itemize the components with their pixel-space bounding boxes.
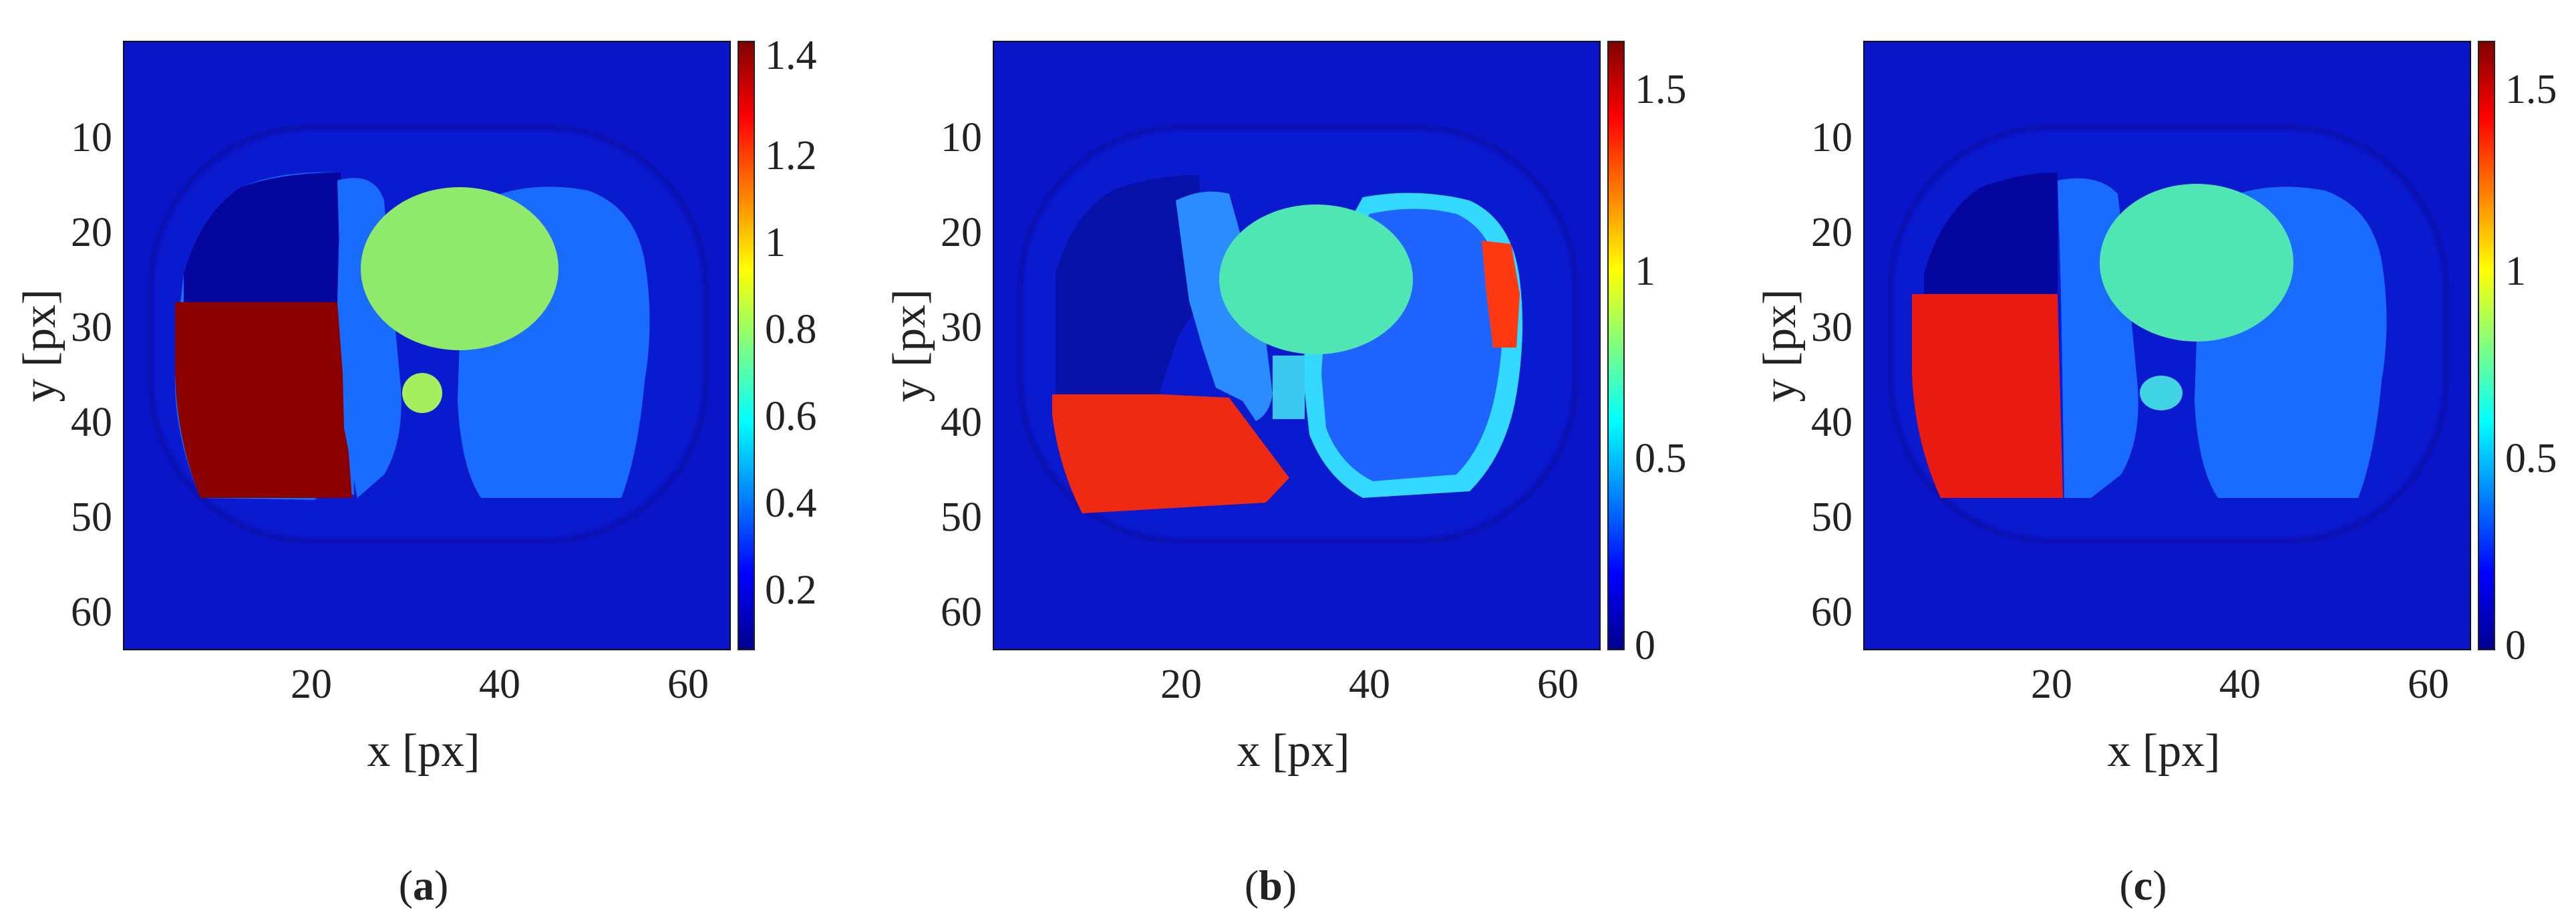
colorbar-c: 0 0.5 1 1.5 [2478, 41, 2557, 668]
heatmap-c-frame [1863, 41, 2471, 650]
heatmap-b-heart [1219, 205, 1413, 354]
y-tick-label: 40 [71, 400, 112, 445]
colorbar-a-tick-label: 1.2 [765, 133, 817, 178]
heatmap-b-frame [993, 41, 1601, 650]
heatmap-a-frame [123, 41, 731, 650]
colorbar-c-tick-label: 0 [2505, 623, 2526, 668]
colorbar-a-tick-label: 0.2 [765, 567, 817, 613]
x-tick-label: 20 [291, 662, 332, 707]
y-tick-label: 50 [1811, 495, 1853, 540]
y-axis-a: 10 20 30 40 50 60 y [px] [14, 115, 112, 635]
y-axis-label: y [px] [884, 289, 935, 402]
colorbar-a-tick-label: 0.4 [765, 481, 817, 526]
y-axis-label: y [px] [14, 289, 65, 402]
y-tick-label: 10 [71, 115, 112, 160]
heatmap-c-right-lung-lower [1912, 294, 2063, 498]
colorbar-b: 0 0.5 1 1.5 [1607, 41, 1687, 668]
y-tick-label: 40 [941, 400, 982, 445]
panel-c: 0 0.5 1 1.5 10 20 30 40 50 60 y [px] 20 … [1754, 41, 2557, 909]
panel-a: 0.2 0.4 0.6 0.8 1 1.2 1.4 10 20 30 40 50… [14, 33, 817, 909]
y-tick-label: 30 [941, 305, 982, 350]
colorbar-a-bar [738, 41, 755, 650]
x-axis-label: x [px] [367, 725, 480, 777]
x-tick-label: 40 [2219, 662, 2261, 707]
y-tick-label: 50 [71, 495, 112, 540]
colorbar-b-tick-label: 1.5 [1635, 67, 1687, 112]
heatmap-c-body-outline [1888, 124, 2449, 544]
colorbar-a: 0.2 0.4 0.6 0.8 1 1.2 1.4 [738, 33, 817, 650]
x-tick-label: 60 [2408, 662, 2449, 707]
colorbar-a-tick-label: 1.4 [765, 33, 817, 78]
x-tick-label: 20 [2031, 662, 2072, 707]
heatmap-c-right-lung-upper [1924, 172, 2058, 294]
heatmap-b-right-lung-upper [1056, 175, 1202, 394]
y-tick-label: 20 [1811, 210, 1853, 255]
colorbar-b-tick-label: 0.5 [1635, 436, 1687, 481]
heatmap-c-heart [2100, 184, 2293, 342]
y-axis-c: 10 20 30 40 50 60 y [px] [1754, 115, 1853, 635]
heatmap-b-mediastinum [1176, 191, 1273, 421]
x-axis-b: 20 40 60 x [px] [1160, 662, 1579, 777]
colorbar-b-bar [1607, 41, 1625, 650]
heatmap-a-body-outline [148, 124, 709, 544]
heatmap-b-right-lung-lower [1052, 394, 1289, 513]
x-tick-label: 40 [1349, 662, 1390, 707]
heatmap-b-body-outline [1017, 124, 1579, 544]
heatmap-b-left-lung-hotspot [1482, 241, 1520, 348]
x-axis-a: 20 40 60 x [px] [291, 662, 709, 777]
colorbar-b-tick-label: 1 [1635, 249, 1655, 294]
colorbar-c-bar [2478, 41, 2495, 650]
x-tick-label: 20 [1160, 662, 1202, 707]
colorbar-a-tick-label: 0.6 [765, 394, 817, 439]
heatmap-a-right-lung-upper [184, 172, 341, 302]
heatmap-b [993, 41, 1601, 650]
y-tick-label: 40 [1811, 400, 1853, 445]
x-tick-label: 60 [667, 662, 709, 707]
panel-label-c: (c) [2119, 862, 2166, 909]
y-tick-label: 60 [71, 590, 112, 635]
heatmap-c-aorta [2140, 376, 2183, 410]
colorbar-c-tick-label: 1.5 [2505, 67, 2557, 112]
x-tick-label: 40 [479, 662, 520, 707]
heatmap-a-right-lung-lower [175, 302, 352, 498]
x-axis-label: x [px] [1237, 725, 1349, 777]
colorbar-c-tick-label: 1 [2505, 249, 2526, 294]
y-tick-label: 30 [71, 305, 112, 350]
x-axis-c: 20 40 60 x [px] [2031, 662, 2449, 777]
x-axis-label: x [px] [2107, 725, 2220, 777]
y-tick-label: 20 [71, 210, 112, 255]
y-axis-label: y [px] [1754, 289, 1806, 402]
heatmap-a-heart [361, 187, 558, 350]
colorbar-b-tick-label: 0 [1635, 623, 1655, 668]
y-tick-label: 30 [1811, 305, 1853, 350]
y-tick-label: 60 [1811, 590, 1853, 635]
y-tick-label: 60 [941, 590, 982, 635]
panel-label-b: (b) [1245, 862, 1297, 909]
y-tick-label: 10 [1811, 115, 1853, 160]
panel-b: 0 0.5 1 1.5 10 20 30 40 50 60 y [px] 20 … [884, 41, 1687, 909]
y-tick-label: 10 [941, 115, 982, 160]
heatmap-a-aorta [402, 373, 442, 413]
colorbar-c-tick-label: 0.5 [2505, 436, 2557, 481]
heatmap-c [1863, 41, 2471, 650]
y-axis-b: 10 20 30 40 50 60 y [px] [884, 115, 982, 635]
colorbar-a-tick-label: 0.8 [765, 307, 817, 352]
y-tick-label: 50 [941, 495, 982, 540]
x-tick-label: 60 [1537, 662, 1579, 707]
heatmap-a [123, 41, 731, 650]
colorbar-a-tick-label: 1 [765, 220, 786, 265]
y-tick-label: 20 [941, 210, 982, 255]
heatmap-b-aorta [1273, 356, 1305, 419]
panel-label-a: (a) [399, 862, 449, 909]
